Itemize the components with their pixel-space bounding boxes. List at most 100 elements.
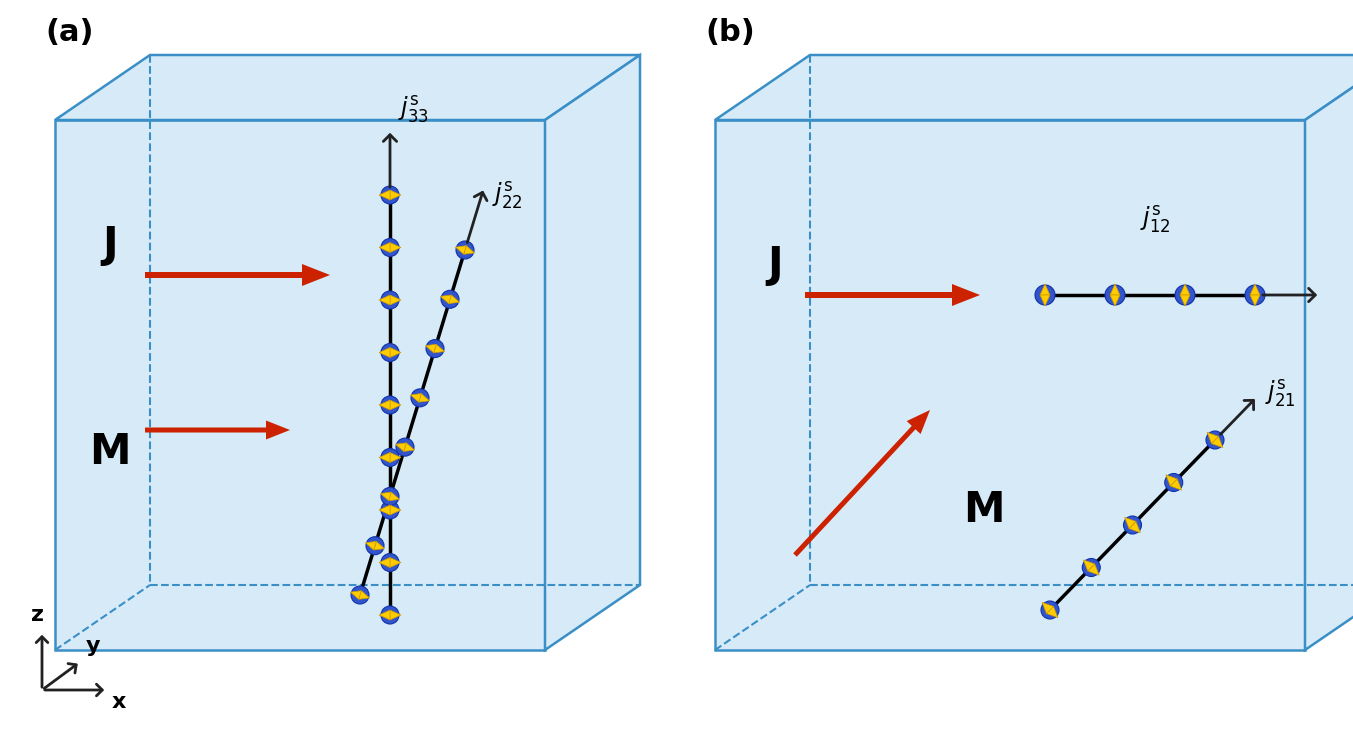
Polygon shape (1250, 295, 1260, 306)
Circle shape (382, 291, 399, 309)
Polygon shape (714, 55, 1353, 120)
Polygon shape (390, 557, 400, 568)
Polygon shape (373, 542, 384, 550)
Circle shape (367, 537, 384, 555)
Polygon shape (379, 505, 390, 515)
Circle shape (1206, 431, 1224, 449)
Polygon shape (379, 348, 390, 358)
Polygon shape (410, 393, 421, 402)
Polygon shape (464, 245, 475, 254)
Polygon shape (425, 344, 436, 353)
Polygon shape (390, 505, 400, 515)
Polygon shape (55, 120, 545, 650)
Circle shape (382, 488, 399, 506)
Polygon shape (379, 242, 390, 253)
Polygon shape (395, 443, 406, 452)
Circle shape (1174, 285, 1195, 305)
Polygon shape (418, 393, 429, 402)
Circle shape (1165, 473, 1183, 491)
Polygon shape (390, 453, 400, 462)
Polygon shape (441, 295, 452, 304)
Circle shape (1082, 559, 1100, 577)
Polygon shape (350, 591, 361, 599)
Polygon shape (1128, 521, 1141, 533)
Polygon shape (1166, 475, 1177, 486)
Circle shape (1040, 601, 1059, 619)
Polygon shape (1084, 560, 1095, 571)
Text: x: x (112, 692, 126, 712)
Polygon shape (1180, 295, 1189, 306)
Circle shape (1123, 516, 1142, 534)
Polygon shape (55, 55, 640, 120)
Text: J: J (767, 244, 783, 286)
Text: y: y (87, 636, 100, 656)
Circle shape (382, 554, 399, 571)
Polygon shape (359, 591, 369, 599)
FancyArrow shape (793, 410, 930, 557)
Text: $j_{33}^{\rm s}$: $j_{33}^{\rm s}$ (398, 94, 429, 125)
Polygon shape (456, 245, 467, 254)
Polygon shape (1250, 284, 1260, 295)
Polygon shape (379, 295, 390, 305)
Polygon shape (1211, 436, 1223, 447)
Polygon shape (379, 400, 390, 410)
Circle shape (350, 586, 369, 604)
Circle shape (382, 606, 399, 624)
Polygon shape (1088, 564, 1099, 575)
Polygon shape (403, 443, 414, 452)
Polygon shape (380, 492, 391, 500)
Polygon shape (365, 542, 376, 550)
Polygon shape (379, 190, 390, 200)
Polygon shape (1047, 607, 1058, 618)
Polygon shape (379, 557, 390, 568)
Circle shape (382, 501, 399, 519)
Polygon shape (379, 453, 390, 462)
Polygon shape (390, 242, 400, 253)
Polygon shape (545, 55, 640, 650)
Text: z: z (31, 605, 43, 625)
Polygon shape (390, 348, 400, 358)
Circle shape (1245, 285, 1265, 305)
Circle shape (1105, 285, 1124, 305)
Polygon shape (1306, 55, 1353, 650)
Text: (b): (b) (705, 18, 755, 47)
Circle shape (456, 241, 474, 259)
Polygon shape (714, 120, 1306, 650)
Text: (a): (a) (45, 18, 93, 47)
Circle shape (382, 449, 399, 467)
Polygon shape (1042, 602, 1054, 613)
Text: $j_{22}^{\rm s}$: $j_{22}^{\rm s}$ (492, 180, 522, 211)
Circle shape (396, 438, 414, 456)
Text: $j_{21}^{\rm s}$: $j_{21}^{\rm s}$ (1265, 378, 1296, 409)
Polygon shape (449, 295, 460, 304)
Circle shape (382, 396, 399, 414)
Circle shape (382, 343, 399, 361)
FancyArrow shape (805, 284, 980, 306)
Polygon shape (1124, 518, 1137, 529)
Polygon shape (1207, 432, 1219, 444)
Text: M: M (963, 489, 1004, 531)
Circle shape (1035, 285, 1055, 305)
Text: M: M (89, 431, 131, 473)
Polygon shape (390, 610, 400, 620)
Polygon shape (1109, 284, 1120, 295)
Polygon shape (1109, 295, 1120, 306)
Polygon shape (434, 344, 445, 353)
Polygon shape (390, 295, 400, 305)
Text: J: J (103, 224, 118, 266)
Polygon shape (1040, 295, 1050, 306)
Circle shape (382, 239, 399, 257)
Polygon shape (390, 400, 400, 410)
Circle shape (382, 186, 399, 204)
Polygon shape (379, 610, 390, 620)
Polygon shape (1170, 479, 1181, 490)
Polygon shape (1040, 284, 1050, 295)
Polygon shape (388, 492, 399, 500)
Text: $j_{12}^{\rm s}$: $j_{12}^{\rm s}$ (1139, 204, 1170, 235)
FancyArrow shape (145, 420, 290, 440)
Polygon shape (1180, 284, 1189, 295)
Circle shape (411, 389, 429, 407)
FancyArrow shape (145, 264, 330, 286)
Circle shape (426, 340, 444, 358)
Polygon shape (390, 190, 400, 200)
